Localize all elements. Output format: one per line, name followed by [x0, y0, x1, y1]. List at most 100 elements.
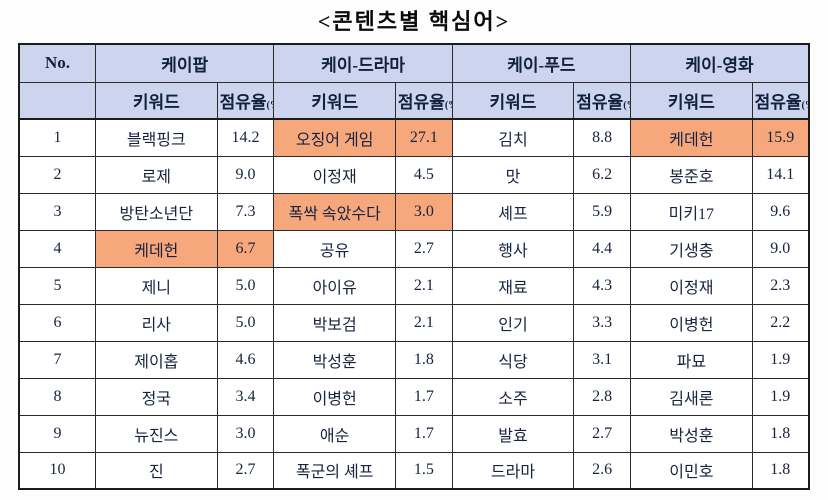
row-number: 9	[18, 414, 97, 453]
sub-header-share: 점유율(%)	[394, 81, 453, 120]
col-header-no: No.	[18, 43, 97, 83]
share-cell: 9.6	[751, 192, 810, 231]
table-row: 8 정국 3.4 이병헌 1.7 소주 2.8 김새론 1.9	[18, 377, 810, 416]
keyword-cell: 정국	[95, 377, 218, 416]
table-row: 6 리사 5.0 박보검 2.1 인기 3.3 이병헌 2.2	[18, 303, 810, 342]
table-row: 4 케데헌 6.7 공유 2.7 행사 4.4 기생충 9.0	[18, 229, 810, 268]
table-row: 1 블랙핑크 14.2 오징어 게임 27.1 김치 8.8 케데헌 15.9	[18, 118, 810, 157]
keyword-cell: 박성훈	[273, 340, 396, 379]
share-cell: 1.8	[394, 340, 453, 379]
keyword-cell: 봉준호	[630, 155, 753, 194]
row-number: 6	[18, 303, 97, 342]
keyword-cell: 로제	[95, 155, 218, 194]
group-header-kdrama: 케이-드라마	[273, 43, 453, 83]
share-cell: 4.3	[573, 266, 632, 305]
sub-header-keyword: 키워드	[273, 81, 396, 120]
keyword-cell: 이병헌	[630, 303, 753, 342]
keyword-cell: 케데헌	[95, 229, 218, 268]
keyword-cell: 애순	[273, 414, 396, 453]
keyword-table: No. 케이팝 케이-드라마 케이-푸드 케이-영화 키워드 점유율(%) 키워…	[18, 43, 810, 490]
keyword-cell: 김치	[451, 118, 575, 157]
sub-header-keyword: 키워드	[95, 81, 218, 120]
keyword-cell: 인기	[451, 303, 575, 342]
share-cell: 1.8	[751, 414, 810, 453]
keyword-cell: 김새론	[630, 377, 753, 416]
keyword-cell: 이민호	[630, 451, 753, 490]
table-row: 9 뉴진스 3.0 애순 1.7 발효 2.7 박성훈 1.8	[18, 414, 810, 453]
share-cell: 4.5	[394, 155, 453, 194]
share-cell: 7.3	[216, 192, 275, 231]
share-cell: 6.7	[216, 229, 275, 268]
row-number: 8	[18, 377, 97, 416]
sub-header-keyword: 키워드	[451, 81, 575, 120]
keyword-cell: 기생충	[630, 229, 753, 268]
share-cell: 2.1	[394, 266, 453, 305]
group-header-kmovie: 케이-영화	[630, 43, 810, 83]
share-cell: 5.0	[216, 303, 275, 342]
keyword-cell: 발효	[451, 414, 575, 453]
share-cell: 9.0	[751, 229, 810, 268]
share-cell: 2.7	[394, 229, 453, 268]
share-cell: 8.8	[573, 118, 632, 157]
sub-header-share: 점유율(%)	[573, 81, 632, 120]
row-number: 7	[18, 340, 97, 379]
share-cell: 1.7	[394, 377, 453, 416]
row-number: 2	[18, 155, 97, 194]
keyword-cell: 식당	[451, 340, 575, 379]
keyword-cell: 박성훈	[630, 414, 753, 453]
keyword-cell: 셰프	[451, 192, 575, 231]
sub-header-share: 점유율(%)	[751, 81, 810, 120]
share-cell: 1.9	[751, 340, 810, 379]
keyword-cell: 뉴진스	[95, 414, 218, 453]
share-cell: 3.0	[394, 192, 453, 231]
share-cell: 14.1	[751, 155, 810, 194]
share-cell: 4.4	[573, 229, 632, 268]
keyword-cell: 진	[95, 451, 218, 490]
keyword-cell: 행사	[451, 229, 575, 268]
page-title: <콘텐츠별 핵심어>	[317, 9, 511, 34]
share-cell: 3.1	[573, 340, 632, 379]
group-header-kfood: 케이-푸드	[451, 43, 632, 83]
share-cell: 2.7	[216, 451, 275, 490]
keyword-cell: 아이유	[273, 266, 396, 305]
keyword-cell: 폭군의 셰프	[273, 451, 396, 490]
share-cell: 2.2	[751, 303, 810, 342]
share-cell: 2.1	[394, 303, 453, 342]
table-row: 7 제이홉 4.6 박성훈 1.8 식당 3.1 파묘 1.9	[18, 340, 810, 379]
table-row: 10 진 2.7 폭군의 셰프 1.5 드라마 2.6 이민호 1.8	[18, 451, 810, 490]
row-number: 10	[18, 451, 97, 490]
share-cell: 3.0	[216, 414, 275, 453]
row-number: 4	[18, 229, 97, 268]
share-cell: 2.6	[573, 451, 632, 490]
sub-header-share: 점유율(%)	[216, 81, 275, 120]
table-body: 1 블랙핑크 14.2 오징어 게임 27.1 김치 8.8 케데헌 15.9 2 로제 9.0 이정재…	[18, 118, 810, 490]
keyword-cell: 맛	[451, 155, 575, 194]
keyword-cell: 공유	[273, 229, 396, 268]
keyword-cell: 리사	[95, 303, 218, 342]
share-cell: 1.8	[751, 451, 810, 490]
keyword-cell: 드라마	[451, 451, 575, 490]
keyword-cell: 제니	[95, 266, 218, 305]
share-cell: 1.5	[394, 451, 453, 490]
share-cell: 1.9	[751, 377, 810, 416]
share-cell: 5.0	[216, 266, 275, 305]
row-number: 5	[18, 266, 97, 305]
keyword-cell: 재료	[451, 266, 575, 305]
share-cell: 4.6	[216, 340, 275, 379]
sub-header-keyword: 키워드	[630, 81, 753, 120]
row-number: 1	[18, 118, 97, 157]
share-cell: 9.0	[216, 155, 275, 194]
keyword-cell: 블랙핑크	[95, 118, 218, 157]
share-cell: 3.3	[573, 303, 632, 342]
share-cell: 3.4	[216, 377, 275, 416]
keyword-cell: 방탄소년단	[95, 192, 218, 231]
group-header-row: No. 케이팝 케이-드라마 케이-푸드 케이-영화	[18, 43, 810, 83]
row-number: 3	[18, 192, 97, 231]
keyword-cell: 폭싹 속았수다	[273, 192, 396, 231]
share-cell: 5.9	[573, 192, 632, 231]
share-cell: 2.7	[573, 414, 632, 453]
keyword-cell: 이정재	[273, 155, 396, 194]
keyword-cell: 파묘	[630, 340, 753, 379]
keyword-cell: 박보검	[273, 303, 396, 342]
